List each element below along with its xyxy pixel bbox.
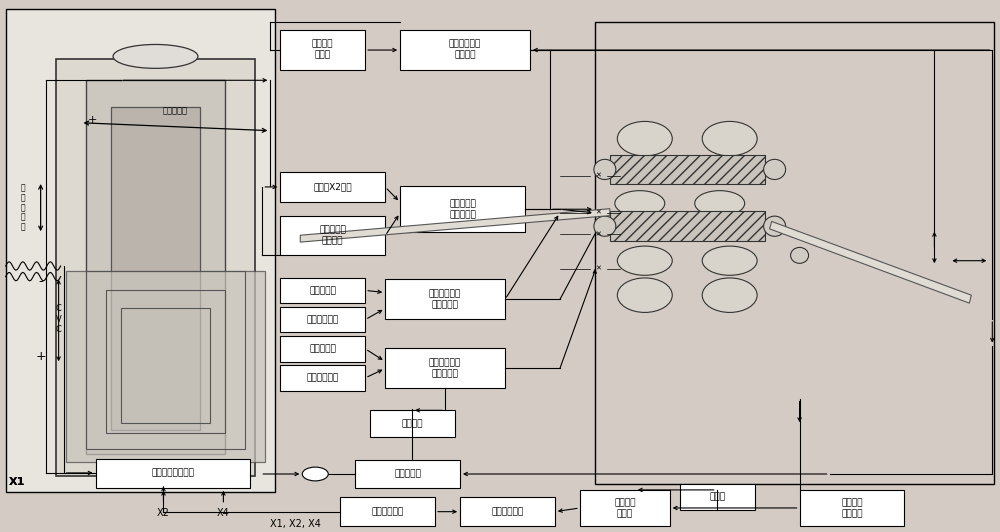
Text: 控制策略分析: 控制策略分析 — [491, 507, 524, 516]
Text: +: + — [88, 115, 97, 125]
FancyBboxPatch shape — [280, 336, 365, 362]
Text: 板形辊压
力测量值: 板形辊压 力测量值 — [841, 498, 863, 518]
Text: ✕: ✕ — [595, 231, 601, 237]
Ellipse shape — [695, 190, 745, 216]
Polygon shape — [300, 209, 610, 242]
Ellipse shape — [764, 160, 786, 179]
FancyBboxPatch shape — [280, 365, 365, 390]
Ellipse shape — [617, 121, 672, 156]
FancyBboxPatch shape — [96, 459, 250, 488]
Text: X4: X4 — [217, 509, 230, 519]
Text: 中间辊窜位
置闭环控制: 中间辊窜位 置闭环控制 — [449, 199, 476, 219]
Ellipse shape — [615, 190, 665, 216]
Text: -: - — [38, 276, 43, 288]
Text: X1: X1 — [9, 477, 25, 487]
Polygon shape — [86, 80, 225, 454]
Ellipse shape — [702, 121, 757, 156]
Text: X1, X2, X4: X1, X2, X4 — [270, 519, 321, 529]
Text: 板形控制范围示意: 板形控制范围示意 — [151, 469, 194, 478]
Text: 弯辊力标定值: 弯辊力标定值 — [307, 315, 339, 324]
Text: 工作点X2设定: 工作点X2设定 — [313, 182, 352, 192]
FancyBboxPatch shape — [680, 484, 755, 510]
FancyBboxPatch shape — [280, 30, 365, 70]
FancyBboxPatch shape — [610, 155, 765, 184]
FancyBboxPatch shape — [6, 9, 275, 492]
Text: ✕: ✕ — [595, 173, 601, 179]
FancyBboxPatch shape — [280, 215, 385, 255]
Text: 工作辊弯辊: 工作辊弯辊 — [163, 106, 188, 115]
Text: 初步设定值: 初步设定值 — [309, 286, 336, 295]
Circle shape — [302, 467, 328, 481]
Ellipse shape — [594, 160, 616, 179]
Text: 基本冷却: 基本冷却 — [402, 419, 423, 428]
Ellipse shape — [702, 246, 757, 275]
Text: 弯辊力标定值: 弯辊力标定值 — [307, 373, 339, 383]
Text: C
V
C: C V C — [56, 304, 62, 334]
Polygon shape — [111, 107, 200, 430]
Text: 中
间
辊
窜
辊: 中 间 辊 窜 辊 — [20, 184, 25, 231]
Text: 初步设定值: 初步设定值 — [309, 344, 336, 353]
FancyBboxPatch shape — [280, 307, 365, 332]
Ellipse shape — [702, 278, 757, 312]
FancyBboxPatch shape — [385, 279, 505, 319]
Ellipse shape — [791, 247, 809, 263]
FancyBboxPatch shape — [370, 410, 455, 437]
FancyBboxPatch shape — [355, 460, 460, 488]
Polygon shape — [66, 271, 265, 462]
Text: -: - — [260, 124, 264, 135]
FancyBboxPatch shape — [460, 497, 555, 526]
Text: X2: X2 — [157, 509, 170, 519]
Text: 冷却设定值: 冷却设定值 — [394, 470, 421, 478]
Text: 板形缺陷类型: 板形缺陷类型 — [372, 507, 404, 516]
Polygon shape — [770, 221, 971, 303]
Ellipse shape — [764, 216, 786, 236]
FancyBboxPatch shape — [610, 211, 765, 240]
FancyBboxPatch shape — [340, 497, 435, 526]
Polygon shape — [56, 59, 255, 476]
Text: 中间辊弯辊
力设定值: 中间辊弯辊 力设定值 — [319, 226, 346, 246]
Text: 液压压下
设定值: 液压压下 设定值 — [312, 40, 333, 60]
Ellipse shape — [594, 216, 616, 236]
Text: ✕: ✕ — [595, 265, 601, 272]
FancyBboxPatch shape — [385, 348, 505, 388]
Ellipse shape — [617, 278, 672, 312]
Ellipse shape — [617, 246, 672, 275]
Text: 工作辊弯辊压
力闭环控制: 工作辊弯辊压 力闭环控制 — [429, 358, 461, 378]
Text: ✕: ✕ — [595, 210, 601, 216]
Ellipse shape — [113, 45, 198, 68]
Text: +: + — [35, 350, 46, 363]
Text: 标定值: 标定值 — [709, 492, 725, 501]
Text: 中间辊弯辊压
力闭环控制: 中间辊弯辊压 力闭环控制 — [429, 289, 461, 309]
FancyBboxPatch shape — [400, 186, 525, 231]
FancyBboxPatch shape — [800, 490, 904, 526]
Text: 液压压下位置
闭环控制: 液压压下位置 闭环控制 — [449, 40, 481, 60]
FancyBboxPatch shape — [280, 171, 385, 202]
Text: 控制变量
的计算: 控制变量 的计算 — [614, 498, 636, 518]
FancyBboxPatch shape — [400, 30, 530, 70]
FancyBboxPatch shape — [280, 278, 365, 303]
FancyBboxPatch shape — [580, 490, 670, 526]
Text: X1: X1 — [9, 477, 25, 487]
